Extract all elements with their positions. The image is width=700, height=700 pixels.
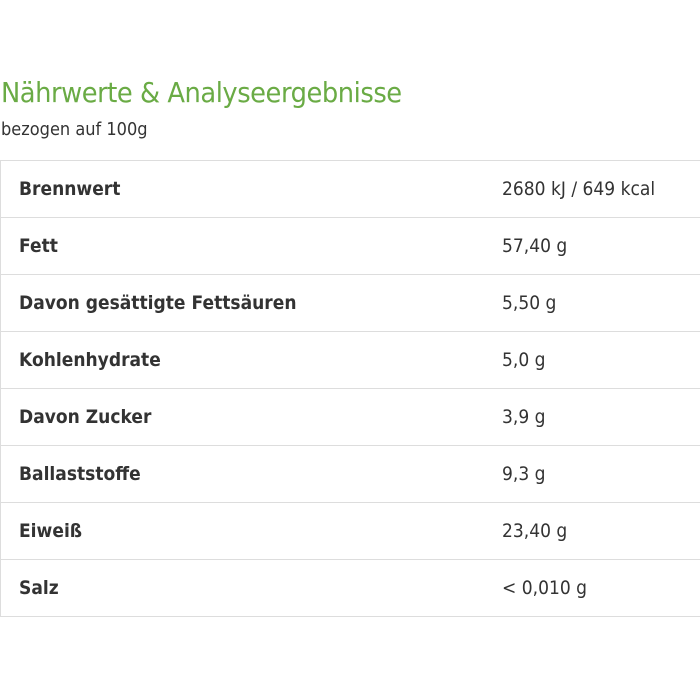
label-text: Ballaststoffe (19, 463, 141, 485)
value-text: 9,3 g (502, 463, 546, 485)
label-text: Kohlenhydrate (19, 349, 161, 371)
table-row: Davon gesättigte Fettsäuren 5,50 g (0, 274, 700, 332)
value-text: < 0,010 g (502, 577, 588, 599)
value-text: 2680 kJ / 649 kcal (502, 178, 656, 200)
nutrient-label: Kohlenhydrate (0, 331, 502, 389)
label-text: Davon gesättigte Fettsäuren (19, 292, 297, 314)
label-text: Brennwert (19, 178, 121, 200)
nutrient-value: < 0,010 g (502, 559, 700, 617)
nutrient-label: Fett (0, 217, 502, 275)
table-row: Kohlenhydrate 5,0 g (0, 331, 700, 389)
subtitle: bezogen auf 100g (1, 119, 148, 140)
nutrient-label: Eiweiß (0, 502, 502, 560)
nutrient-label: Ballaststoffe (0, 445, 502, 503)
value-text: 23,40 g (502, 520, 568, 542)
nutrient-value: 5,50 g (502, 274, 700, 332)
table-row: Ballaststoffe 9,3 g (0, 445, 700, 503)
value-text: 3,9 g (502, 406, 546, 428)
nutrient-value: 5,0 g (502, 331, 700, 389)
nutrient-label: Salz (0, 559, 502, 617)
nutrient-label: Davon gesättigte Fettsäuren (0, 274, 502, 332)
nutrition-table: Brennwert 2680 kJ / 649 kcal Fett 57,40 g Da… (0, 160, 700, 617)
table-row: Brennwert 2680 kJ / 649 kcal (0, 160, 700, 218)
table-row: Salz < 0,010 g (0, 559, 700, 617)
nutrient-label: Brennwert (0, 160, 502, 218)
value-text: 57,40 g (502, 235, 568, 257)
nutrient-value: 57,40 g (502, 217, 700, 275)
table-row: Davon Zucker 3,9 g (0, 388, 700, 446)
label-text: Eiweiß (19, 520, 83, 542)
nutrient-value: 3,9 g (502, 388, 700, 446)
label-text: Fett (19, 235, 58, 257)
page-title: Nährwerte & Analyseergebnisse (1, 76, 402, 109)
nutrient-value: 2680 kJ / 649 kcal (502, 160, 700, 218)
nutrient-value: 9,3 g (502, 445, 700, 503)
table-row: Fett 57,40 g (0, 217, 700, 275)
label-text: Salz (19, 577, 59, 599)
label-text: Davon Zucker (19, 406, 152, 428)
table-row: Eiweiß 23,40 g (0, 502, 700, 560)
nutrient-value: 23,40 g (502, 502, 700, 560)
nutrient-label: Davon Zucker (0, 388, 502, 446)
value-text: 5,0 g (502, 349, 546, 371)
value-text: 5,50 g (502, 292, 557, 314)
